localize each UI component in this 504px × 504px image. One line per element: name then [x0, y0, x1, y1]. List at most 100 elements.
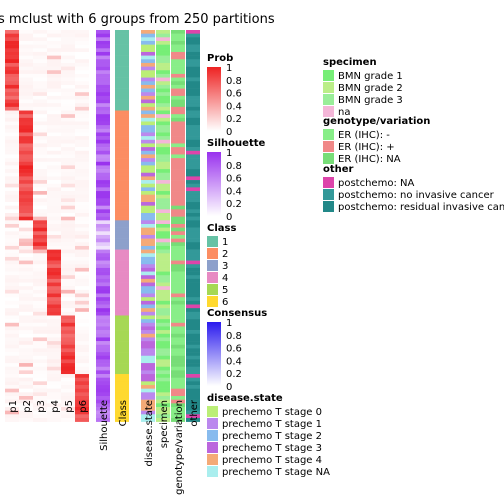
prob-cell — [19, 392, 33, 396]
prob-cell — [47, 305, 61, 309]
legend-item: postchemo: no invasive cancer — [338, 190, 495, 201]
prob-cell — [61, 67, 75, 71]
specimen-cell — [156, 294, 170, 298]
specimen-cell — [156, 301, 170, 305]
prob-cell — [47, 184, 61, 188]
prob-cell — [47, 396, 61, 400]
prob-cell — [47, 198, 61, 202]
specimen-cell — [156, 191, 170, 195]
prob-cell — [33, 129, 47, 133]
prob-cell — [33, 48, 47, 52]
prob-cell — [33, 374, 47, 378]
prob-cell — [5, 162, 19, 166]
specimen-cell — [156, 118, 170, 122]
prob-cell — [33, 198, 47, 202]
class-cell — [115, 239, 129, 243]
specimen-cell — [156, 323, 170, 327]
legend-swatch — [207, 296, 218, 307]
disease-state-cell — [141, 389, 155, 393]
other-cell — [186, 74, 200, 78]
silhouette-cell — [96, 114, 110, 118]
prob-cell — [61, 326, 75, 330]
prob-cell — [75, 220, 89, 224]
disease-state-cell — [141, 308, 155, 312]
disease-state-cell — [141, 242, 155, 246]
prob-cell — [33, 257, 47, 261]
other-cell — [186, 158, 200, 162]
prob-cell — [75, 374, 89, 378]
disease-state-cell — [141, 30, 155, 34]
genotype-cell — [171, 140, 185, 144]
prob-cell — [19, 239, 33, 243]
prob-cell — [75, 414, 89, 418]
prob-cell — [33, 286, 47, 290]
prob-cell — [75, 301, 89, 305]
prob-cell — [47, 250, 61, 254]
column-label: genotype/variation — [174, 400, 185, 495]
genotype-cell — [171, 78, 185, 82]
specimen-cell — [156, 319, 170, 323]
genotype-cell — [171, 132, 185, 136]
prob-cell — [5, 180, 19, 184]
prob-cell — [75, 345, 89, 349]
silhouette-cell — [96, 37, 110, 41]
column-label: Silhouette — [99, 400, 110, 451]
class-cell — [115, 250, 129, 254]
prob-cell — [33, 191, 47, 195]
prob-cell — [19, 140, 33, 144]
disease-state-cell — [141, 48, 155, 52]
prob-cell — [19, 228, 33, 232]
disease-state-cell — [141, 67, 155, 71]
genotype-cell — [171, 337, 185, 341]
prob-cell — [19, 59, 33, 63]
legend-gradient — [207, 322, 221, 386]
other-cell — [186, 312, 200, 316]
silhouette-cell — [96, 374, 110, 378]
genotype-cell — [171, 173, 185, 177]
prob-cell — [5, 41, 19, 45]
silhouette-cell — [96, 305, 110, 309]
class-cell — [115, 195, 129, 199]
class-cell — [115, 198, 129, 202]
specimen-cell — [156, 392, 170, 396]
specimen-cell — [156, 253, 170, 257]
class-cell — [115, 67, 129, 71]
prob-cell — [75, 326, 89, 330]
genotype-cell — [171, 272, 185, 276]
class-cell — [115, 48, 129, 52]
prob-cell — [47, 176, 61, 180]
other-cell — [186, 140, 200, 144]
class-cell — [115, 370, 129, 374]
prob-cell — [47, 418, 61, 422]
genotype-cell — [171, 261, 185, 265]
column-label: p5 — [64, 400, 75, 413]
specimen-cell — [156, 125, 170, 129]
prob-cell — [33, 100, 47, 104]
prob-cell — [75, 143, 89, 147]
prob-cell — [75, 125, 89, 129]
prob-cell — [47, 352, 61, 356]
other-cell — [186, 235, 200, 239]
other-cell — [186, 165, 200, 169]
silhouette-cell — [96, 392, 110, 396]
silhouette-cell — [96, 85, 110, 89]
genotype-cell — [171, 323, 185, 327]
disease-state-cell — [141, 209, 155, 213]
prob-cell — [47, 224, 61, 228]
prob-cell — [75, 330, 89, 334]
disease-state-cell — [141, 198, 155, 202]
specimen-cell — [156, 389, 170, 393]
prob-cell — [19, 111, 33, 115]
prob-cell — [5, 370, 19, 374]
legend-title: specimen — [323, 57, 377, 68]
legends: Prob10.80.60.40.20Silhouette10.80.60.40.… — [207, 53, 504, 478]
other-cell — [186, 162, 200, 166]
other-cell — [186, 143, 200, 147]
silhouette-cell — [96, 151, 110, 155]
prob-cell — [5, 122, 19, 126]
prob-cell — [33, 187, 47, 191]
column-label: p4 — [50, 400, 61, 413]
other-cell — [186, 392, 200, 396]
prob-cell — [19, 151, 33, 155]
genotype-cell — [171, 45, 185, 49]
